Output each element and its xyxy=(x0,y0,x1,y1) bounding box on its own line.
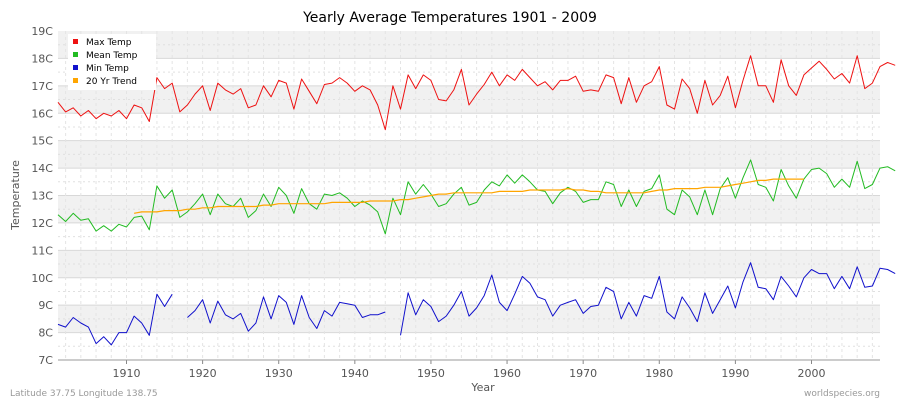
x-tick-label: 1930 xyxy=(265,367,293,380)
x-axis-label: Year xyxy=(470,381,495,394)
legend-label-trend: 20 Yr Trend xyxy=(86,77,137,87)
legend-swatch-min xyxy=(73,65,78,70)
series-line-max xyxy=(57,55,896,131)
x-tick-label: 1940 xyxy=(341,367,369,380)
x-tick-label: 2000 xyxy=(798,367,826,380)
x-tick-label: 1960 xyxy=(493,367,521,380)
y-tick-label: 14C xyxy=(31,162,53,175)
y-axis-ticks: 7C 8C 9C 10C 11C 12C 13C 14C 15C 16C 17C 18C 19C xyxy=(31,25,53,367)
x-tick-label: 1920 xyxy=(189,367,217,380)
x-tick-label: 1910 xyxy=(113,367,141,380)
y-tick-label: 16C xyxy=(31,107,53,120)
chart-title: Yearly Average Temperatures 1901 - 2009 xyxy=(302,10,597,26)
legend-box xyxy=(68,34,156,90)
y-axis-label: Temperature xyxy=(9,160,22,231)
y-tick-label: 13C xyxy=(31,190,53,203)
series-line-min xyxy=(57,293,173,346)
y-tick-label: 8C xyxy=(38,327,53,340)
y-tick-label: 17C xyxy=(31,80,53,93)
y-tick-label: 7C xyxy=(38,354,53,367)
series-line-trend xyxy=(133,178,804,214)
legend: Max Temp Mean Temp Min Temp 20 Yr Trend xyxy=(68,34,156,90)
series-line-min xyxy=(400,262,896,336)
legend-swatch-mean xyxy=(73,52,78,57)
y-tick-label: 12C xyxy=(31,217,53,230)
y-tick-label: 9C xyxy=(38,299,53,312)
series-line-min xyxy=(187,295,386,332)
x-axis-ticks: 1910 1920 1930 1940 1950 1960 1970 1980 1990 2000 xyxy=(113,360,826,380)
x-tick-label: 1970 xyxy=(569,367,597,380)
y-tick-label: 10C xyxy=(31,272,53,285)
footer-location: Latitude 37.75 Longitude 138.75 xyxy=(10,389,158,399)
legend-swatch-trend xyxy=(73,78,78,83)
series-group xyxy=(57,55,896,346)
x-tick-label: 1990 xyxy=(721,367,749,380)
legend-label-mean: Mean Temp xyxy=(86,51,138,61)
series-line-mean xyxy=(57,159,896,235)
y-tick-label: 15C xyxy=(31,135,53,148)
y-tick-label: 19C xyxy=(31,25,53,38)
x-tick-label: 1980 xyxy=(645,367,673,380)
grid-lines xyxy=(58,31,880,360)
footer-source: worldspecies.org xyxy=(804,389,880,399)
x-tick-label: 1950 xyxy=(417,367,445,380)
y-tick-label: 11C xyxy=(31,244,53,257)
legend-swatch-max xyxy=(73,39,78,44)
y-tick-label: 18C xyxy=(31,52,53,65)
legend-label-max: Max Temp xyxy=(86,38,132,48)
legend-label-min: Min Temp xyxy=(86,64,129,74)
